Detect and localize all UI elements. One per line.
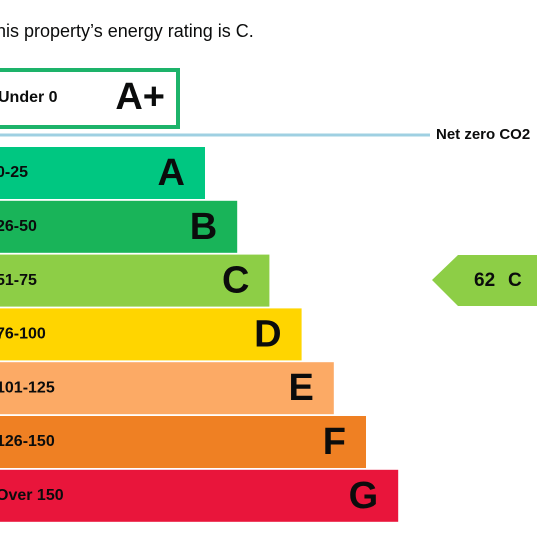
band-range: 76-100 xyxy=(0,326,46,343)
top-band-letter: A+ xyxy=(115,76,165,118)
band-range: 26-50 xyxy=(0,218,37,235)
band-letter: E xyxy=(288,367,313,409)
band-range: 0-25 xyxy=(0,164,28,181)
top-band-box xyxy=(0,68,180,129)
band-bar xyxy=(0,147,205,199)
net-zero-label: Net zero CO2 xyxy=(436,126,530,143)
current-letter: C xyxy=(508,270,522,291)
header-text: his property’s energy rating is C. xyxy=(0,21,254,41)
band-letter: B xyxy=(190,206,217,248)
band-letter: D xyxy=(254,313,281,355)
band-bar xyxy=(0,469,399,522)
current-score: 62 xyxy=(474,270,495,291)
band-letter: G xyxy=(349,475,379,517)
band-bar xyxy=(0,416,366,468)
band-range: 126-150 xyxy=(0,433,55,450)
band-bar xyxy=(0,362,334,415)
band-letter: C xyxy=(222,260,249,302)
band-range: Over 150 xyxy=(0,487,64,504)
band-bar xyxy=(0,308,302,361)
top-band-range: Under 0 xyxy=(0,89,58,106)
band-letter: F xyxy=(323,421,346,463)
band-bar xyxy=(0,200,238,253)
band-range: 101-125 xyxy=(0,379,55,396)
current-rating-arrow xyxy=(432,255,537,306)
band-letter: A xyxy=(158,152,185,194)
band-range: 51-75 xyxy=(0,272,37,289)
band-bar xyxy=(0,254,270,307)
